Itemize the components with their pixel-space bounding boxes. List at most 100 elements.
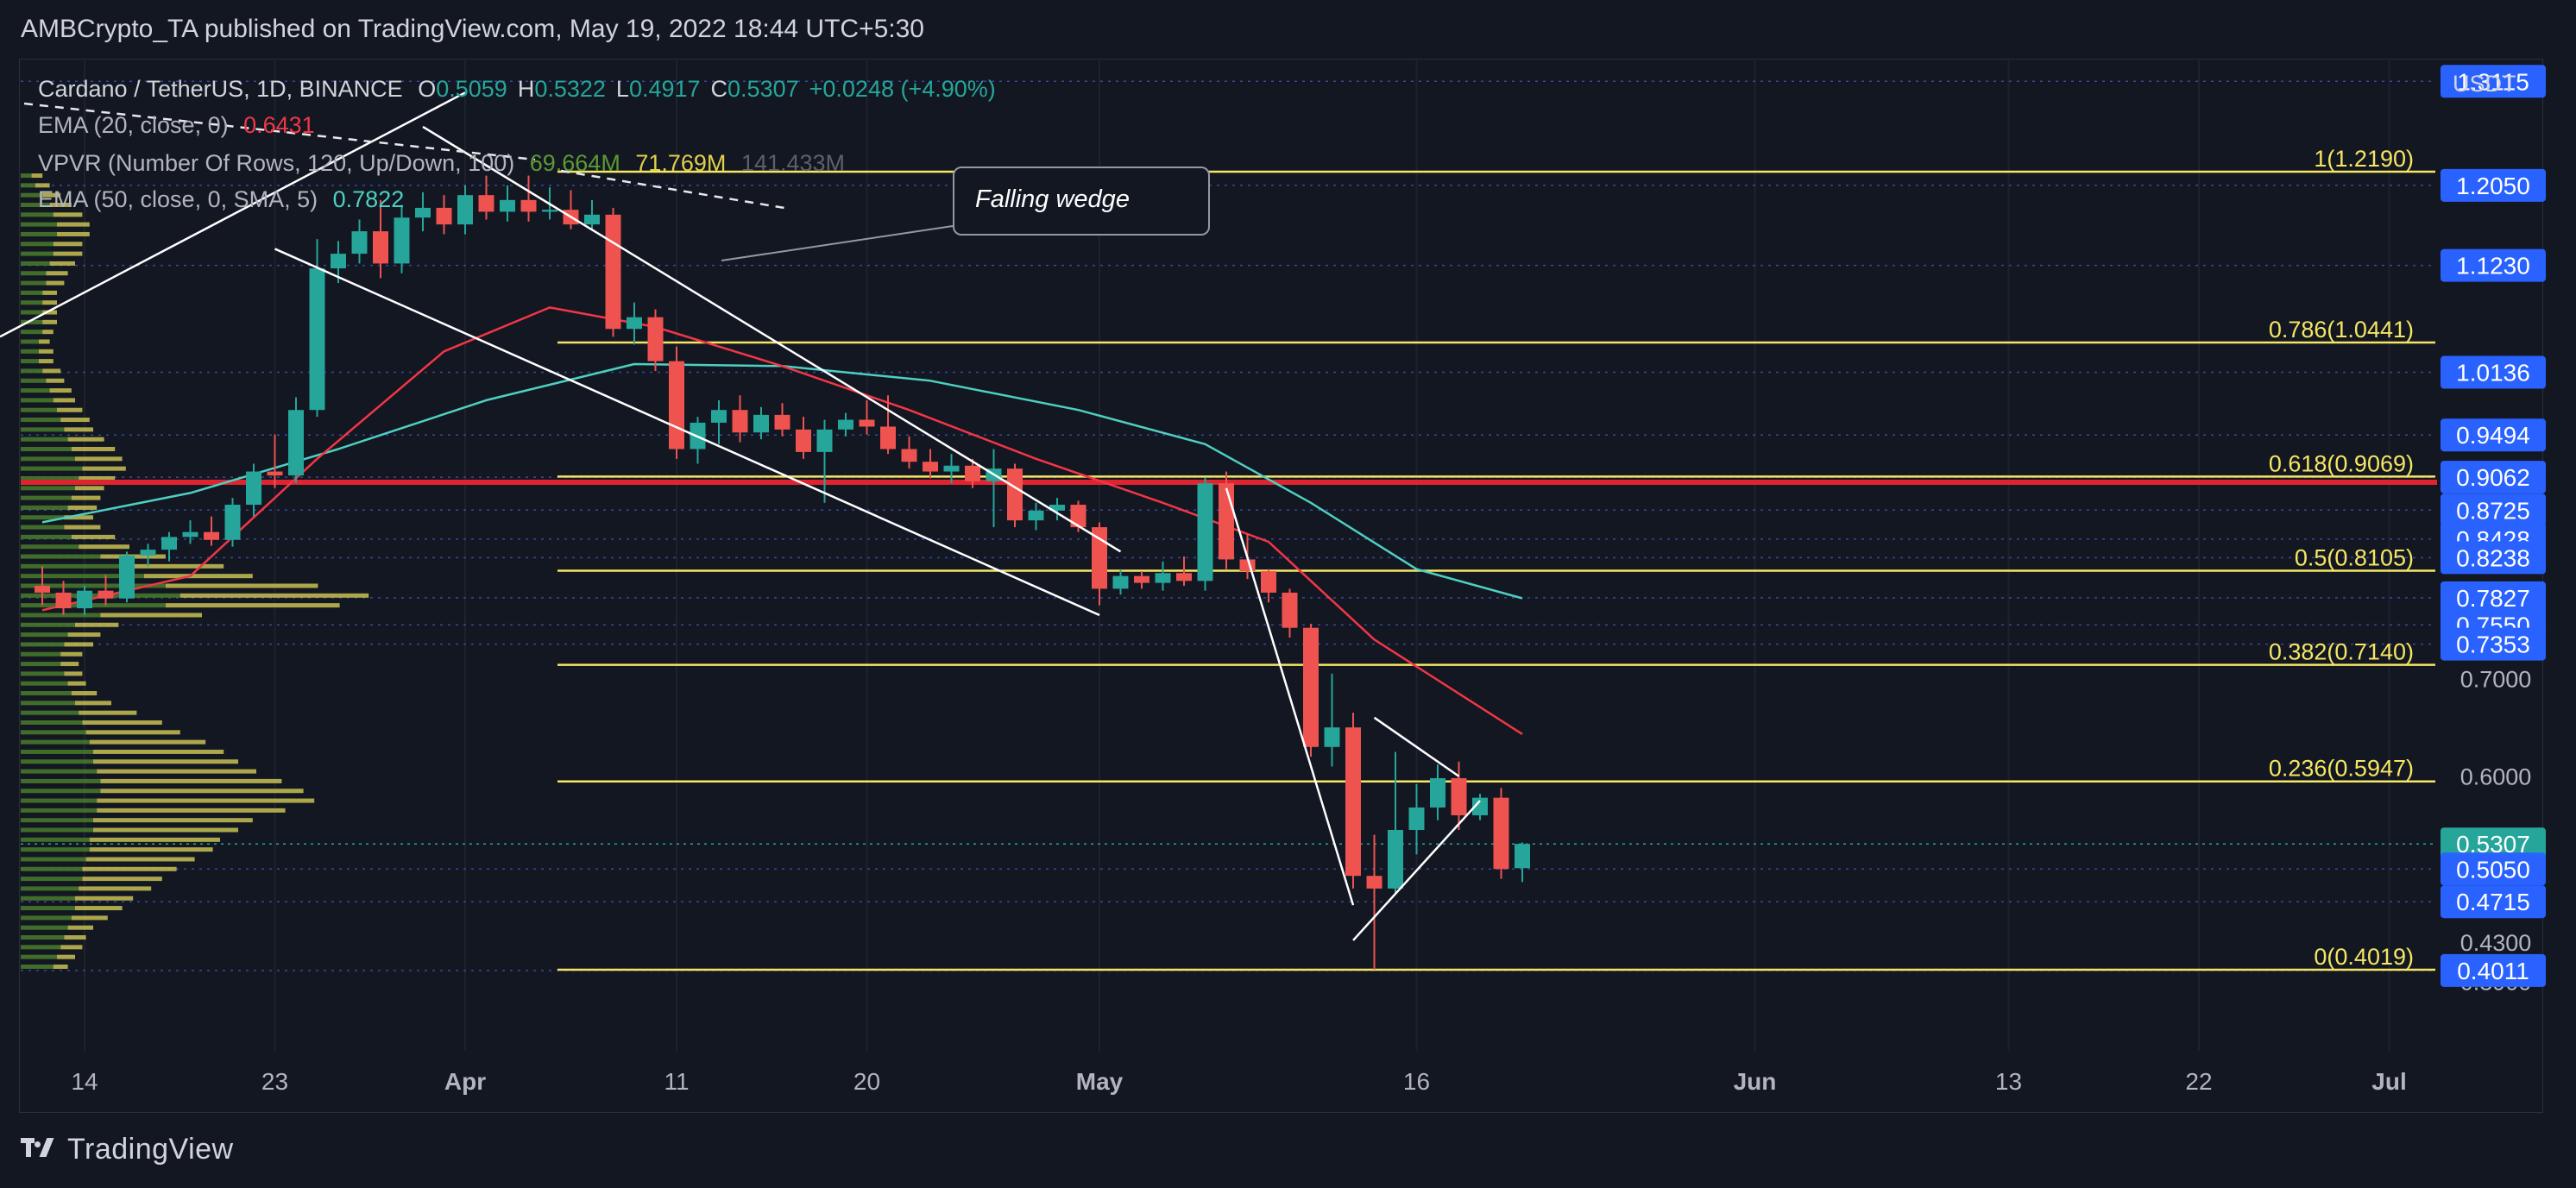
candle-body — [859, 419, 875, 427]
legend-ema20-row[interactable]: EMA (20, close, 0) 0.6431 — [38, 112, 324, 139]
candle-down — [1493, 788, 1509, 879]
candle-up — [1324, 673, 1340, 767]
vpvr-up-bar — [21, 466, 83, 471]
vpvr-up-bar — [21, 583, 166, 588]
price-axis: 0.39000.43000.60000.70001.31151.20501.12… — [2441, 65, 2546, 995]
vpvr-down-bar — [100, 778, 282, 783]
candle-down — [1345, 713, 1361, 889]
candle-up — [224, 498, 241, 547]
time-tick-label: Apr — [444, 1068, 486, 1095]
candle-down — [1134, 571, 1149, 589]
vpvr-up-bar — [21, 427, 65, 432]
candle-up — [351, 219, 368, 264]
vpvr-up-bar — [21, 261, 50, 266]
vpvr-up-bar — [21, 789, 101, 794]
price-label-box — [2441, 355, 2546, 389]
candle-body — [500, 199, 515, 212]
candle-body — [331, 254, 346, 269]
volume-profile — [21, 173, 369, 969]
vpvr-down-bar — [64, 935, 86, 940]
fib-label: 0.618(0.9069) — [2269, 450, 2414, 476]
legend-ohlc: O0.5059 H0.5322 L0.4917 C0.5307 +0.0248 (+4.… — [418, 76, 1005, 102]
axis-unit-label[interactable]: USDT — [2453, 71, 2516, 97]
tradingview-logo-icon — [21, 1138, 57, 1160]
vpvr-down-bar — [93, 818, 253, 823]
vpvr-down-bar — [97, 769, 256, 774]
candle-up — [1388, 751, 1403, 894]
fib-label: 0(0.4019) — [2314, 944, 2414, 970]
candle-body — [965, 465, 980, 481]
vpvr-down-bar — [85, 857, 195, 862]
vpvr-down-bar — [60, 651, 83, 657]
price-label-box — [2441, 493, 2546, 527]
vpvr-down-bar — [100, 789, 304, 794]
vpvr-up-bar — [21, 183, 35, 188]
vpvr-down-bar — [75, 456, 123, 462]
legend-vpvr-row[interactable]: VPVR (Number Of Rows, 120, Up/Down, 100)… — [38, 150, 853, 177]
price-tick-label: 0.7000 — [2460, 667, 2532, 693]
candle-body — [753, 414, 769, 433]
vpvr-down-bar — [53, 212, 83, 217]
vpvr-up-bar — [21, 945, 61, 950]
vpvr-down-bar — [75, 622, 119, 627]
vpvr-down-bar — [60, 945, 83, 950]
candle-down — [436, 195, 452, 235]
close-value: 0.5307 — [727, 76, 799, 102]
vpvr-up-bar — [21, 778, 101, 783]
publisher-bar: AMBCrypto_TA published on TradingView.co… — [0, 0, 2576, 59]
vpvr-down-bar — [93, 749, 224, 754]
vpvr-down-bar — [57, 954, 75, 959]
candle-body — [1070, 505, 1086, 528]
vpvr-up-bar — [21, 437, 68, 442]
price-label-text: 0.7827 — [2456, 585, 2530, 612]
vpvr-up-bar — [21, 681, 68, 686]
vpvr-up-bar — [21, 202, 50, 207]
falling-wedge-callout[interactable]: Falling wedge — [953, 167, 1210, 236]
trendline — [1225, 487, 1355, 906]
candle-body — [943, 465, 960, 472]
vpvr-up-bar — [21, 603, 166, 608]
vpvr-up-bar — [21, 662, 61, 667]
vpvr-down-bar — [49, 261, 75, 266]
vpvr-down-bar — [39, 359, 54, 364]
candle-down — [1219, 471, 1234, 569]
vpvr-down-bar — [129, 563, 224, 569]
candle-down — [605, 207, 621, 337]
time-tick-label: 11 — [664, 1068, 689, 1095]
vpvr-up-bar — [21, 563, 129, 569]
vpvr-down-value: 71.769M — [635, 150, 727, 176]
vpvr-down-bar — [49, 388, 72, 393]
ema20-line — [41, 306, 1523, 735]
vpvr-up-bar — [21, 720, 83, 725]
vpvr-up-bar — [21, 398, 54, 403]
candle-up — [394, 204, 410, 273]
vpvr-down-bar — [67, 632, 101, 638]
candle-body — [1092, 527, 1107, 589]
vpvr-down-bar — [71, 495, 101, 500]
candle-up — [1408, 783, 1425, 855]
candle-body — [1303, 627, 1319, 747]
vpvr-down-bar — [53, 964, 68, 969]
vpvr-down-bar — [75, 906, 123, 911]
candle-body — [140, 550, 156, 556]
vpvr-down-bar — [53, 398, 75, 403]
candle-body — [478, 195, 494, 212]
candle-up — [1112, 569, 1129, 595]
ema50-line — [41, 362, 1523, 600]
candle-up — [690, 417, 706, 464]
legend-ema50-row[interactable]: EMA (50, close, 0, SMA, 5) 0.7822 — [38, 186, 413, 213]
vpvr-up-bar — [21, 330, 43, 335]
candle-body — [1112, 575, 1129, 589]
vpvr-up-bar — [21, 310, 43, 315]
price-label-text: 0.4011 — [2457, 958, 2529, 984]
vpvr-down-bar — [39, 339, 50, 344]
candle-down — [1261, 569, 1276, 603]
tradingview-logo[interactable]: TradingView — [21, 1132, 234, 1166]
candle-body — [288, 410, 304, 476]
candle-up — [711, 399, 727, 444]
time-tick-label: Jun — [1734, 1068, 1777, 1095]
candle-down — [796, 417, 811, 459]
vpvr-down-bar — [89, 837, 220, 842]
candle-body — [520, 199, 537, 212]
